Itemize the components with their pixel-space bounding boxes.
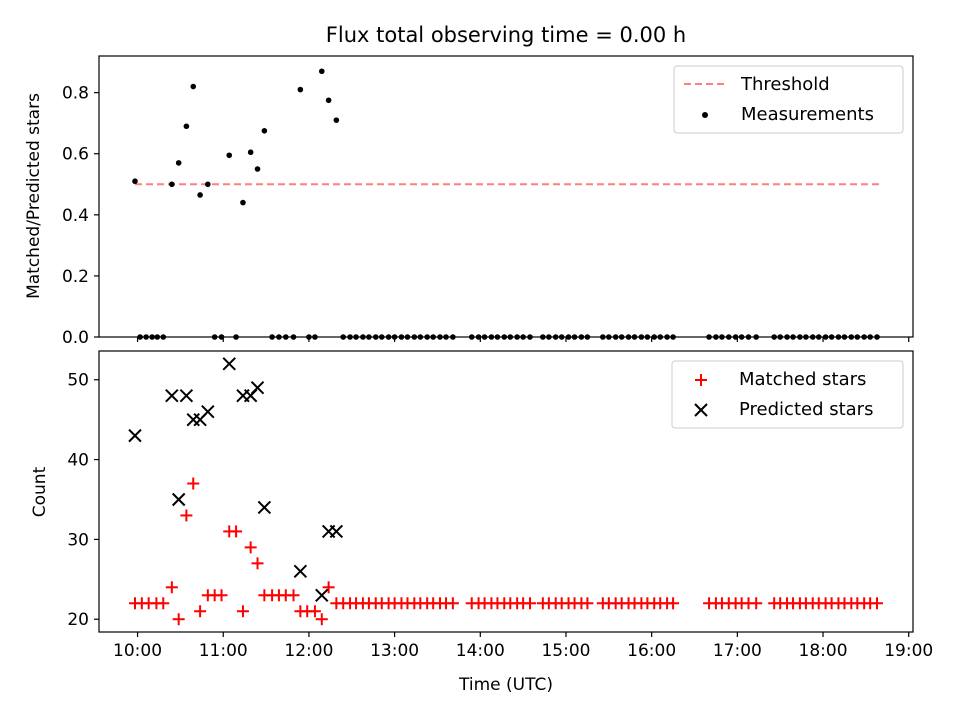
measurement-point — [132, 178, 138, 185]
matched-star-point — [308, 605, 321, 618]
measurement-point — [190, 83, 197, 90]
top-axes-frame — [98, 55, 914, 338]
x-tick-label: 10:00 — [113, 641, 162, 661]
top-y-axis-label: Matched/Predicted stars — [24, 93, 44, 299]
legend-matched-swatch — [695, 374, 707, 386]
matched-star-point — [172, 613, 185, 626]
legend-matched-label: Matched stars — [739, 369, 866, 390]
measurement-point — [226, 152, 233, 159]
matched-star-point — [871, 597, 884, 610]
bottom-y-tick-label: 40 — [67, 451, 89, 471]
measurement-point — [261, 128, 268, 134]
predicted-star-point — [128, 428, 142, 443]
matched-star-point — [187, 477, 200, 490]
bottom-y-tick-label: 30 — [67, 530, 89, 550]
matched-star-point — [750, 597, 763, 610]
predicted-star-point — [250, 381, 265, 395]
top-panel: 0.00.20.40.60.8 Matched/Predicted stars … — [24, 55, 914, 348]
measurement-point — [205, 181, 211, 188]
measurement-point — [240, 199, 246, 206]
matched-star-point — [315, 613, 328, 626]
predicted-star-point — [186, 412, 200, 427]
top-y-tick-label: 0.0 — [62, 328, 89, 348]
predicted-star-point — [329, 524, 344, 539]
x-tick-label: 17:00 — [713, 641, 762, 661]
measurement-point — [333, 117, 340, 123]
bottom-axes: 10:00 11:00 12:00 13:00 14:00 15:00 16:00 17:00… — [67, 371, 933, 661]
bottom-legend-box — [671, 360, 904, 429]
top-axes: 0.0 0.2 0.4 0.6 0.8 — [62, 84, 910, 348]
matched-star-point — [180, 509, 193, 522]
matched-star-point — [287, 589, 300, 602]
predicted-star-point — [165, 388, 179, 403]
predicted-star-point — [222, 357, 236, 371]
measurement-point — [254, 166, 261, 172]
predicted-star-point — [257, 500, 272, 515]
matched-star-point — [215, 589, 228, 602]
x-tick-label: 15:00 — [541, 641, 590, 661]
matched-star-point — [230, 525, 243, 538]
x-tick-label: 19:00 — [884, 641, 933, 661]
matched-star-point — [446, 597, 459, 610]
x-tick-label: 18:00 — [799, 641, 848, 661]
matched-star-point — [581, 597, 594, 610]
measurement-point — [183, 123, 190, 130]
matched-star-point — [251, 557, 264, 570]
predicted-star-point — [179, 388, 194, 403]
bottom-plot-area — [128, 357, 884, 626]
bottom-y-tick-label: 50 — [67, 371, 89, 391]
x-axis-label: Time (UTC) — [458, 675, 553, 695]
top-legend: Threshold Measurements — [673, 65, 904, 134]
measurement-point — [169, 181, 175, 188]
measurement-point — [325, 97, 332, 104]
top-y-tick-label: 0.6 — [62, 145, 89, 165]
top-legend-box — [673, 65, 904, 134]
measurement-point — [318, 68, 325, 75]
matched-star-point — [523, 597, 536, 610]
x-tick-label: 13:00 — [370, 641, 419, 661]
legend-measurements-swatch — [702, 112, 708, 118]
bottom-y-tick-label: 20 — [67, 610, 89, 630]
matched-star-point — [244, 541, 257, 554]
bottom-axes-frame — [98, 350, 914, 633]
top-y-tick-label: 0.8 — [62, 84, 89, 104]
bottom-y-axis-label: Count — [30, 466, 50, 517]
legend-predicted-swatch — [694, 403, 708, 417]
matched-star-point — [667, 597, 680, 610]
x-tick-label: 12:00 — [284, 641, 333, 661]
bottom-legend: Matched stars Predicted stars — [671, 360, 904, 429]
predicted-star-point — [171, 492, 186, 507]
matched-star-point — [322, 581, 335, 594]
matched-star-point — [236, 605, 249, 618]
x-tick-label: 16:00 — [627, 641, 676, 661]
x-tick-label: 14:00 — [456, 641, 505, 661]
chart-title: Flux total observing time = 0.00 h — [326, 23, 686, 47]
legend-threshold-label: Threshold — [740, 74, 830, 95]
matched-star-point — [157, 597, 170, 610]
measurement-point — [297, 86, 304, 93]
measurement-point — [175, 160, 182, 166]
top-y-tick-label: 0.2 — [62, 267, 89, 287]
legend-measurements-label: Measurements — [741, 104, 874, 125]
predicted-star-point — [293, 564, 308, 579]
matched-star-point — [194, 605, 207, 618]
predicted-star-point — [315, 588, 329, 602]
top-y-tick-label: 0.4 — [62, 206, 89, 226]
predicted-star-point — [201, 404, 215, 419]
measurement-point — [247, 149, 254, 156]
bottom-panel: 10:00 11:00 12:00 13:00 14:00 15:00 16:00 17:00… — [30, 350, 933, 695]
measurement-point — [197, 192, 203, 198]
legend-predicted-label: Predicted stars — [739, 399, 873, 420]
matched-star-point — [165, 581, 178, 594]
x-tick-label: 11:00 — [199, 641, 248, 661]
